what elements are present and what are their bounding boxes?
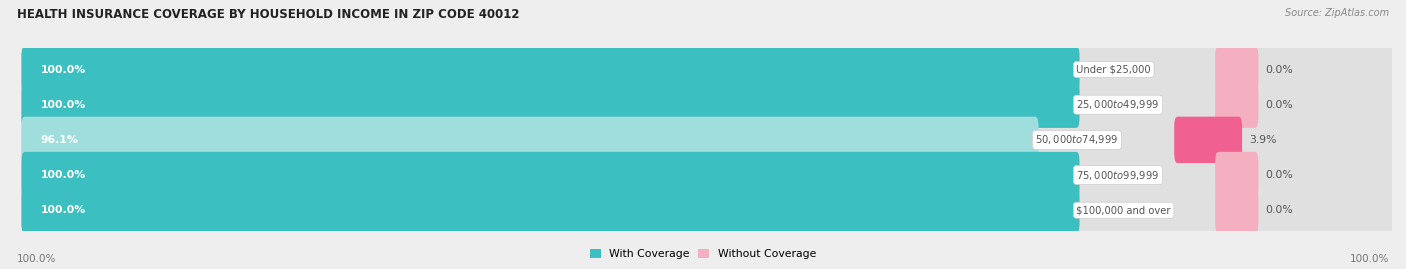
Legend: With Coverage, Without Coverage: With Coverage, Without Coverage [585,245,821,264]
Text: $25,000 to $49,999: $25,000 to $49,999 [1077,98,1160,111]
Text: $50,000 to $74,999: $50,000 to $74,999 [1035,133,1119,146]
Text: Under $25,000: Under $25,000 [1077,65,1152,75]
FancyBboxPatch shape [21,46,1080,93]
Text: $100,000 and over: $100,000 and over [1077,205,1171,215]
Text: 100.0%: 100.0% [41,65,86,75]
Text: 100.0%: 100.0% [17,254,56,264]
Text: 96.1%: 96.1% [41,135,79,145]
Text: 0.0%: 0.0% [1265,65,1294,75]
Text: 0.0%: 0.0% [1265,205,1294,215]
FancyBboxPatch shape [21,82,1080,128]
FancyBboxPatch shape [1215,187,1258,233]
Text: 0.0%: 0.0% [1265,170,1294,180]
FancyBboxPatch shape [21,152,1080,198]
FancyBboxPatch shape [1174,117,1241,163]
Text: HEALTH INSURANCE COVERAGE BY HOUSEHOLD INCOME IN ZIP CODE 40012: HEALTH INSURANCE COVERAGE BY HOUSEHOLD I… [17,8,519,21]
Text: 100.0%: 100.0% [41,170,86,180]
Text: 3.9%: 3.9% [1250,135,1277,145]
FancyBboxPatch shape [21,46,1395,93]
Text: Source: ZipAtlas.com: Source: ZipAtlas.com [1285,8,1389,18]
Text: 100.0%: 100.0% [1350,254,1389,264]
Text: $75,000 to $99,999: $75,000 to $99,999 [1077,169,1160,182]
FancyBboxPatch shape [21,117,1039,163]
Text: 0.0%: 0.0% [1265,100,1294,110]
FancyBboxPatch shape [21,187,1080,233]
FancyBboxPatch shape [21,187,1395,233]
FancyBboxPatch shape [21,82,1395,128]
Text: 100.0%: 100.0% [41,100,86,110]
FancyBboxPatch shape [1215,82,1258,128]
FancyBboxPatch shape [1215,46,1258,93]
Text: 100.0%: 100.0% [41,205,86,215]
FancyBboxPatch shape [1215,152,1258,198]
FancyBboxPatch shape [21,117,1395,163]
FancyBboxPatch shape [21,152,1395,198]
